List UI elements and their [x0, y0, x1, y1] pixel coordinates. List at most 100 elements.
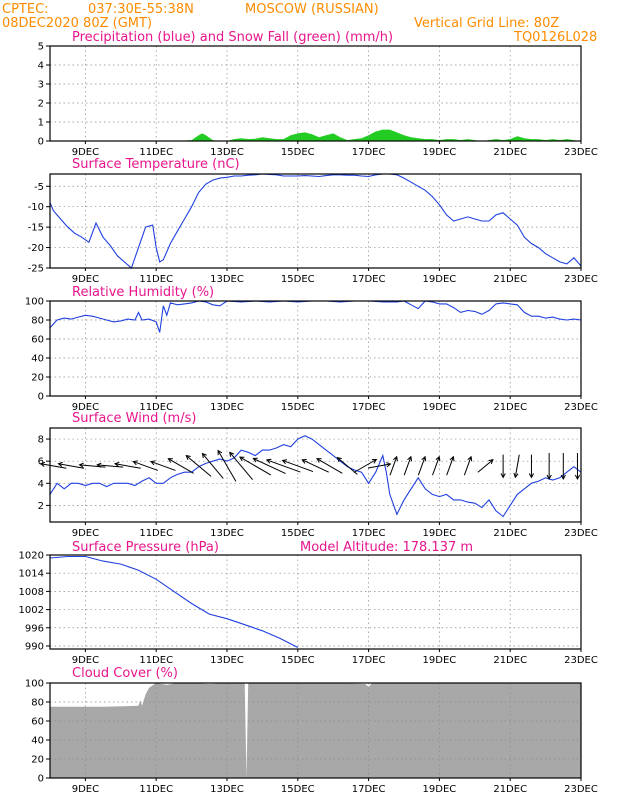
- x-tick-label: 9DEC: [72, 528, 99, 539]
- x-tick-label: 15DEC: [281, 402, 315, 413]
- wind-arrow: [281, 459, 314, 473]
- wind-arrow-shaft: [229, 452, 253, 480]
- wind-arrow-head: [371, 458, 378, 464]
- wind-arrow-shaft: [97, 464, 124, 468]
- temperature-series-line: [49, 173, 582, 269]
- x-tick-label: 9DEC: [72, 147, 99, 158]
- wind-arrow-head: [488, 459, 494, 465]
- wind-arrow-head: [57, 461, 63, 467]
- header-source: CPTEC:: [2, 2, 49, 17]
- wind-arrow-shaft: [217, 450, 237, 482]
- wind-arrow-shaft: [403, 456, 412, 476]
- x-tick-label: 23DEC: [564, 655, 598, 666]
- y-tick-label: 1014: [19, 569, 44, 580]
- wind-arrow-head: [301, 459, 307, 464]
- wind-arrow-shaft: [150, 461, 176, 471]
- wind-arrow-head: [336, 456, 342, 463]
- x-tick-label: 15DEC: [281, 528, 315, 539]
- wind-arrow: [528, 454, 535, 479]
- wind-arrow: [446, 455, 455, 476]
- snowfall-area: [50, 129, 581, 141]
- x-tick-label: 21DEC: [493, 402, 527, 413]
- wind-arrow-head: [449, 455, 455, 462]
- y-tick-label: 20: [31, 373, 44, 384]
- wind-arrow: [229, 451, 253, 480]
- x-tick-label: 13DEC: [210, 784, 244, 795]
- x-tick-label: 9DEC: [72, 402, 99, 413]
- wind-arrow: [389, 455, 398, 476]
- wind-arrow: [78, 462, 106, 468]
- wind-arrow: [201, 452, 224, 479]
- y-tick-label: 6: [38, 457, 44, 468]
- wind-arrow: [301, 459, 329, 473]
- y-tick-label: 3: [38, 80, 44, 91]
- temperature-title: Surface Temperature (nC): [72, 157, 240, 172]
- x-tick-label: 15DEC: [281, 655, 315, 666]
- header-coords: 037:30E-55:38N: [88, 2, 194, 17]
- header-model-code: TQ0126L028: [513, 30, 597, 45]
- cloud-cover-area: [50, 683, 581, 778]
- x-tick-label: 19DEC: [423, 528, 457, 539]
- wind-arrow-head: [201, 452, 207, 459]
- x-tick-label: 13DEC: [210, 655, 244, 666]
- x-tick-label: 23DEC: [564, 402, 598, 413]
- x-tick-label: 13DEC: [210, 274, 244, 285]
- y-tick-label: 1008: [19, 587, 44, 598]
- y-tick-label: 2: [38, 501, 44, 512]
- wind-arrow-shaft: [367, 463, 391, 469]
- precip-frame: [49, 45, 582, 142]
- x-tick-label: 11DEC: [139, 528, 173, 539]
- wind-arrow-shaft: [253, 458, 286, 474]
- wind-arrow: [114, 461, 141, 469]
- wind-arrow: [132, 460, 158, 471]
- wind-arrow-head: [281, 459, 288, 465]
- x-tick-label: 17DEC: [352, 528, 386, 539]
- x-tick-label: 19DEC: [423, 147, 457, 158]
- wind-arrow-shaft: [389, 456, 398, 476]
- wind-panel: Surface Wind (m/s) 2 4 6 8 9DEC 11DEC 13DEC 15D…: [38, 411, 598, 539]
- wind-arrow-shaft: [417, 456, 426, 476]
- wind-arrow: [265, 458, 301, 473]
- wind-arrow: [477, 459, 494, 473]
- x-tick-label: 17DEC: [352, 274, 386, 285]
- wind-arrow-head: [421, 455, 427, 462]
- wind-arrow-head: [407, 455, 413, 462]
- wind-arrow-shaft: [353, 459, 377, 473]
- humidity-series-line: [49, 300, 582, 333]
- x-tick-label: 11DEC: [139, 402, 173, 413]
- y-tick-label: 0: [38, 392, 44, 403]
- wind-arrow-head: [78, 462, 84, 468]
- wind-title: Surface Wind (m/s): [72, 411, 196, 426]
- wind-arrow-shaft: [302, 459, 329, 473]
- wind-arrow-head: [239, 456, 245, 462]
- x-tick-label: 11DEC: [139, 147, 173, 158]
- pressure-series-line: [49, 555, 299, 648]
- y-tick-label: 0: [38, 774, 44, 785]
- wind-arrow-shaft: [239, 456, 271, 476]
- wind-arrow: [500, 454, 506, 479]
- y-tick-label: 40: [31, 354, 44, 365]
- y-tick-label: 990: [25, 641, 44, 652]
- wind-arrow-shaft: [446, 456, 454, 476]
- y-tick-label: -15: [28, 223, 44, 234]
- header-location: MOSCOW (RUSSIAN): [245, 2, 379, 17]
- x-tick-label: 15DEC: [281, 274, 315, 285]
- temperature-panel: Surface Temperature (nC) -25 -20 -15 -10 -5 9…: [28, 157, 598, 285]
- y-tick-label: 4: [38, 479, 44, 490]
- wind-arrow-shaft: [477, 459, 494, 473]
- x-tick-label: 13DEC: [210, 402, 244, 413]
- y-tick-label: 80: [31, 316, 44, 327]
- temperature-frame: [49, 173, 582, 269]
- x-tick-label: 17DEC: [352, 655, 386, 666]
- precipitation-panel: Precipitation (blue) and Snow Fall (gree…: [38, 30, 598, 158]
- wind-arrow: [367, 462, 392, 469]
- x-tick-label: 9DEC: [72, 784, 99, 795]
- wind-arrow-head: [435, 455, 441, 462]
- wind-arrow: [239, 456, 271, 476]
- wind-arrow: [57, 461, 85, 469]
- wind-arrow: [403, 455, 413, 476]
- x-tick-label: 13DEC: [210, 528, 244, 539]
- x-tick-label: 17DEC: [352, 147, 386, 158]
- x-tick-label: 17DEC: [352, 784, 386, 795]
